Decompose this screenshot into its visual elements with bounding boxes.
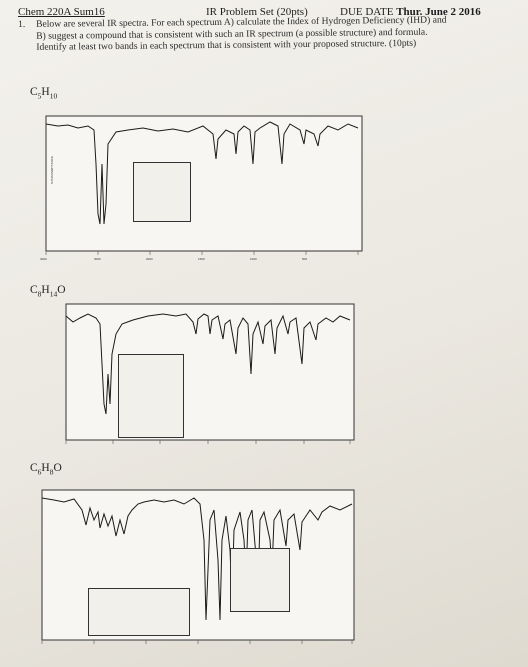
peak-table-3b: [88, 588, 190, 636]
formula-spectrum-1: C5H10: [30, 86, 58, 101]
ir-spectrum-3: [34, 480, 364, 652]
svg-text:4000: 4000: [40, 257, 47, 261]
svg-text:2000: 2000: [146, 257, 153, 261]
course-label: Chem 220A Sum16: [18, 6, 105, 18]
assignment-title: IR Problem Set (20pts): [206, 6, 308, 18]
svg-text:1500: 1500: [198, 257, 205, 261]
ir-spectrum-2: [58, 294, 358, 454]
ir-spectrum-1: 4000 3000 2000 1500 1000 500 %TRANSMITTANCE: [38, 104, 368, 264]
svg-text:500: 500: [302, 257, 307, 261]
question-number: 1.: [18, 18, 26, 30]
peak-table-3a: [230, 548, 290, 612]
peak-table-1: [133, 162, 191, 222]
formula-spectrum-3: C6H8O: [30, 462, 62, 477]
svg-text:1000: 1000: [250, 257, 257, 261]
formula-spectrum-2: C8H14O: [30, 284, 66, 299]
due-date-label: DUE DATE: [340, 6, 394, 18]
due-date: DUE DATE Thur. June 2 2016: [340, 6, 481, 18]
svg-text:%TRANSMITTANCE: %TRANSMITTANCE: [50, 156, 54, 184]
peak-table-2: [118, 354, 184, 438]
svg-text:3000: 3000: [94, 257, 101, 261]
due-date-value: Thur. June 2 2016: [396, 6, 481, 18]
question-text: 1. Below are several IR spectra. For each…: [18, 14, 518, 54]
